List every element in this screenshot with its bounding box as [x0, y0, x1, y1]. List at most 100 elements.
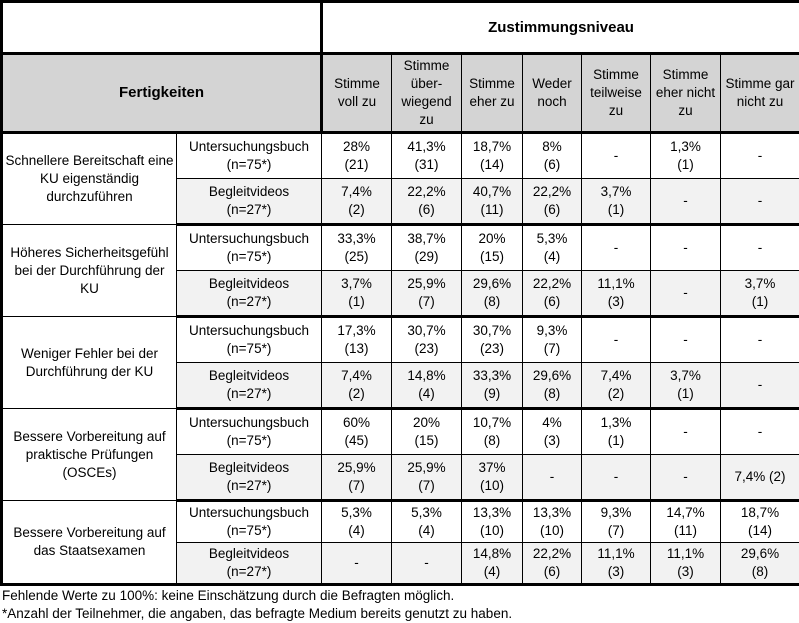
corner-cell	[2, 2, 322, 54]
column-header-stimme-teilweise-zu: Stimme teilweise zu	[582, 54, 651, 133]
value-cell: 30,7% (23)	[392, 317, 462, 363]
value-cell: -	[651, 225, 721, 271]
value-cell: 25,9% (7)	[392, 455, 462, 501]
skill-cell: Schnellere Bereitschaft eine KU eigenstä…	[2, 133, 177, 225]
value-cell: -	[322, 543, 392, 585]
row-group-header: Fertigkeiten	[2, 54, 322, 133]
value-cell: -	[582, 455, 651, 501]
footnote-participant-count: *Anzahl der Teilnehmer, die angaben, das…	[2, 605, 797, 623]
value-cell: 13,3% (10)	[523, 501, 582, 543]
value-cell: -	[721, 409, 799, 455]
value-cell: 20% (15)	[462, 225, 523, 271]
value-cell: 41,3% (31)	[392, 133, 462, 179]
value-cell: 3,7% (1)	[322, 271, 392, 317]
value-cell: 22,2% (6)	[523, 543, 582, 585]
table-row: Schnellere Bereitschaft eine KU eigenstä…	[2, 133, 799, 179]
results-tbody: Schnellere Bereitschaft eine KU eigenstä…	[2, 133, 799, 585]
medium-cell: Untersuchungsbuch (n=75*)	[177, 225, 322, 271]
value-cell: 29,6% (8)	[462, 271, 523, 317]
value-cell: -	[651, 179, 721, 225]
value-cell: 29,6% (8)	[523, 363, 582, 409]
value-cell: 11,1% (3)	[582, 543, 651, 585]
value-cell: 7,4% (2)	[721, 455, 799, 501]
agreement-results-table: Zustimmungsniveau Fertigkeiten Stimme vo…	[0, 0, 799, 586]
value-cell: 1,3% (1)	[651, 133, 721, 179]
value-cell: 5,3% (4)	[392, 501, 462, 543]
medium-cell: Untersuchungsbuch (n=75*)	[177, 133, 322, 179]
column-header-weder-noch: Weder noch	[523, 54, 582, 133]
value-cell: 18,7% (14)	[462, 133, 523, 179]
value-cell: 14,8% (4)	[462, 543, 523, 585]
value-cell: -	[582, 317, 651, 363]
table-row: Bessere Vorbereitung auf praktische Prüf…	[2, 409, 799, 455]
medium-cell: Begleitvideos (n=27*)	[177, 543, 322, 585]
value-cell: 5,3% (4)	[322, 501, 392, 543]
medium-cell: Untersuchungsbuch (n=75*)	[177, 501, 322, 543]
value-cell: 13,3% (10)	[462, 501, 523, 543]
value-cell: 11,1% (3)	[651, 543, 721, 585]
column-header-stimme-eher-zu: Stimme eher zu	[462, 54, 523, 133]
table-row: Weniger Fehler bei der Durchführung der …	[2, 317, 799, 363]
value-cell: 5,3% (4)	[523, 225, 582, 271]
value-cell: 3,7% (1)	[651, 363, 721, 409]
value-cell: 37% (10)	[462, 455, 523, 501]
value-cell: -	[721, 133, 799, 179]
value-cell: 7,4% (2)	[322, 179, 392, 225]
value-cell: 22,2% (6)	[392, 179, 462, 225]
value-cell: 33,3% (9)	[462, 363, 523, 409]
value-cell: 9,3% (7)	[582, 501, 651, 543]
value-cell: 10,7% (8)	[462, 409, 523, 455]
skill-cell: Bessere Vorbereitung auf das Staatsexame…	[2, 501, 177, 585]
column-header-stimme-eher-nicht-zu: Stimme eher nicht zu	[651, 54, 721, 133]
value-cell: 3,7% (1)	[721, 271, 799, 317]
column-header-stimme-ueberwiegend-zu: Stimme über-wiegend zu	[392, 54, 462, 133]
skill-cell: Bessere Vorbereitung auf praktische Prüf…	[2, 409, 177, 501]
value-cell: -	[651, 271, 721, 317]
value-cell: -	[721, 225, 799, 271]
value-cell: -	[651, 317, 721, 363]
value-cell: 25,9% (7)	[322, 455, 392, 501]
skill-cell: Höheres Sicherheitsgefühl bei der Durchf…	[2, 225, 177, 317]
table-row: Höheres Sicherheitsgefühl bei der Durchf…	[2, 225, 799, 271]
value-cell: -	[582, 225, 651, 271]
value-cell: 40,7% (11)	[462, 179, 523, 225]
value-cell: 22,2% (6)	[523, 179, 582, 225]
value-cell: -	[651, 455, 721, 501]
value-cell: 4% (3)	[523, 409, 582, 455]
column-header-stimme-gar-nicht-zu: Stimme gar nicht zu	[721, 54, 799, 133]
value-cell: -	[721, 317, 799, 363]
medium-cell: Begleitvideos (n=27*)	[177, 455, 322, 501]
footnotes: Fehlende Werte zu 100%: keine Einschätzu…	[0, 586, 799, 623]
value-cell: 3,7% (1)	[582, 179, 651, 225]
skill-cell: Weniger Fehler bei der Durchführung der …	[2, 317, 177, 409]
medium-cell: Begleitvideos (n=27*)	[177, 179, 322, 225]
value-cell: 14,7% (11)	[651, 501, 721, 543]
value-cell: 8% (6)	[523, 133, 582, 179]
value-cell: 29,6% (8)	[721, 543, 799, 585]
table-row: Bessere Vorbereitung auf das Staatsexame…	[2, 501, 799, 543]
value-cell: 30,7% (23)	[462, 317, 523, 363]
value-cell: 33,3% (25)	[322, 225, 392, 271]
medium-cell: Untersuchungsbuch (n=75*)	[177, 317, 322, 363]
value-cell: 9,3% (7)	[523, 317, 582, 363]
value-cell: -	[721, 179, 799, 225]
value-cell: -	[721, 363, 799, 409]
medium-cell: Begleitvideos (n=27*)	[177, 363, 322, 409]
value-cell: 38,7% (29)	[392, 225, 462, 271]
medium-cell: Untersuchungsbuch (n=75*)	[177, 409, 322, 455]
value-cell: -	[582, 133, 651, 179]
value-cell: 22,2% (6)	[523, 271, 582, 317]
header-row-group: Zustimmungsniveau	[2, 2, 799, 54]
column-header-stimme-voll-zu: Stimme voll zu	[322, 54, 392, 133]
value-cell: 28% (21)	[322, 133, 392, 179]
value-cell: 17,3% (13)	[322, 317, 392, 363]
value-cell: 1,3% (1)	[582, 409, 651, 455]
value-cell: 18,7% (14)	[721, 501, 799, 543]
value-cell: -	[651, 409, 721, 455]
column-group-header: Zustimmungsniveau	[322, 2, 799, 54]
medium-cell: Begleitvideos (n=27*)	[177, 271, 322, 317]
value-cell: 14,8% (4)	[392, 363, 462, 409]
value-cell: 7,4% (2)	[582, 363, 651, 409]
value-cell: -	[523, 455, 582, 501]
footnote-missing-values: Fehlende Werte zu 100%: keine Einschätzu…	[2, 587, 797, 605]
